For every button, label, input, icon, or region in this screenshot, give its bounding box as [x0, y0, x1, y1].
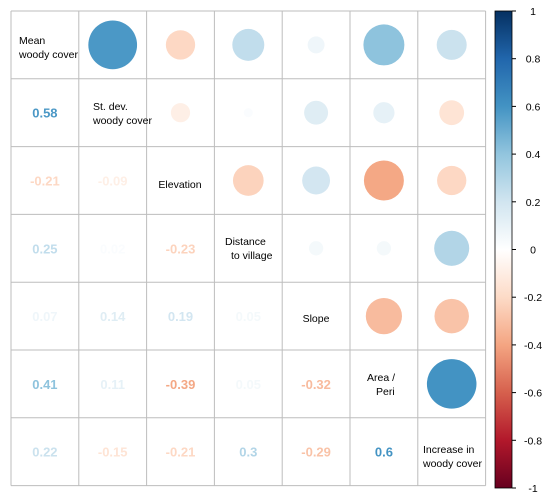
correlation-circle	[302, 166, 331, 195]
colorbar-tick-label: 0.2	[526, 197, 541, 209]
correlation-circle	[363, 160, 404, 201]
correlation-circle	[365, 297, 403, 335]
correlation-value: -0.09	[98, 174, 128, 189]
colorbar-tick-label: 0.6	[526, 101, 541, 113]
colorbar: 1 0.8 0.6 0.4 0.2 0 -0.2 -0.4 -0.6 -0.8 -1	[494, 6, 542, 495]
correlation-value: 0.02	[100, 241, 125, 256]
correlation-circle	[373, 102, 395, 124]
correlation-circle	[308, 241, 324, 256]
colorbar-tick-label: -0.8	[524, 435, 542, 447]
variable-label-line: St. dev.	[93, 101, 128, 113]
variable-label: Increase in woody cover	[422, 444, 482, 470]
correlation-circle	[88, 20, 138, 70]
correlation-value: 0.6	[375, 445, 393, 460]
correlation-circle	[170, 103, 191, 123]
variable-label-line: Peri	[376, 386, 395, 398]
variable-label: Distance to village	[225, 236, 273, 262]
correlation-value: 0.14	[100, 309, 126, 324]
correlation-circles	[88, 20, 477, 409]
correlation-circle	[304, 100, 329, 125]
variable-label-line: woody cover	[18, 49, 78, 61]
colorbar-tick-label: 0	[530, 245, 536, 257]
correlation-circle	[436, 29, 467, 60]
correlation-circle	[307, 36, 325, 54]
correlation-circle	[426, 359, 477, 409]
correlation-circle	[243, 108, 253, 118]
variable-label: Slope	[303, 313, 330, 325]
variable-label-line: woody cover	[422, 458, 482, 470]
correlation-circle	[439, 100, 465, 126]
correlation-value: 0.58	[32, 106, 57, 121]
variable-label: Elevation	[158, 179, 201, 191]
colorbar-tick-label: 0.4	[526, 149, 541, 161]
colorbar-gradient	[494, 10, 513, 489]
correlation-value: 0.11	[100, 377, 125, 392]
variable-label-line: to village	[231, 250, 273, 262]
variable-label: Mean woody cover	[18, 35, 78, 61]
variable-label-line: Elevation	[158, 179, 201, 191]
variable-labels: Mean woody cover St. dev. woody cover Elevat…	[18, 35, 482, 470]
correlation-circle	[376, 241, 392, 256]
correlation-value: 0.25	[32, 241, 57, 256]
correlation-circle	[232, 28, 265, 61]
colorbar-tick-label: -0.2	[524, 292, 542, 304]
correlation-value: -0.21	[30, 174, 60, 189]
correlation-circle	[434, 230, 470, 266]
correlation-value: 0.22	[32, 445, 57, 460]
correlation-value: -0.29	[301, 445, 331, 460]
variable-label-line: Mean	[19, 35, 45, 47]
correlation-circle	[232, 165, 264, 196]
correlation-value: -0.39	[166, 377, 196, 392]
variable-label: Area / Peri	[367, 372, 395, 398]
variable-label-line: Distance	[225, 236, 266, 248]
colorbar-tick-label: -1	[528, 483, 537, 495]
colorbar-tick-label: 0.8	[526, 54, 541, 66]
correlation-value: -0.15	[98, 445, 128, 460]
variable-label-line: Slope	[303, 313, 330, 325]
correlation-value: 0.19	[168, 309, 193, 324]
colorbar-tick-label: -0.4	[524, 340, 542, 352]
correlation-circle	[363, 24, 405, 66]
correlation-circle	[434, 298, 469, 334]
correlation-value: 0.05	[236, 377, 261, 392]
correlation-value: -0.32	[301, 377, 331, 392]
variable-label-line: Increase in	[423, 444, 475, 456]
colorbar-tick-label: 1	[530, 6, 536, 18]
grid	[10, 10, 487, 487]
correlation-value: 0.05	[236, 309, 261, 324]
correlation-value: 0.41	[32, 377, 57, 392]
variable-label-line: Area /	[367, 372, 395, 384]
correlation-values: 0.58 -0.21 -0.09 0.25 0.02 -0.23 0.07 0.14 0.19 0…	[30, 106, 393, 460]
correlation-value: -0.23	[166, 241, 196, 256]
correlation-value: -0.21	[166, 445, 196, 460]
correlation-circle	[437, 165, 467, 196]
variable-label-line: woody cover	[92, 115, 152, 127]
correlation-value: 0.07	[32, 309, 57, 324]
correlation-value: 0.3	[239, 445, 257, 460]
correlation-circle	[165, 30, 196, 60]
variable-label: St. dev. woody cover	[92, 101, 152, 127]
colorbar-tick-label: -0.6	[524, 388, 542, 400]
